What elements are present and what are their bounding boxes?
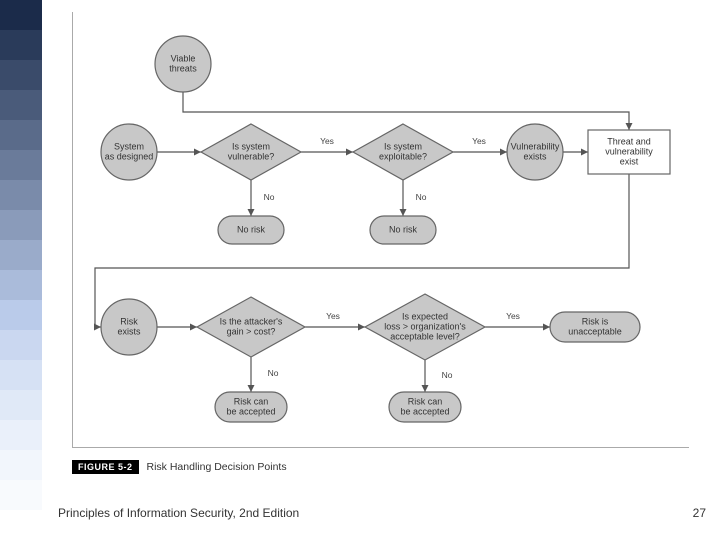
svg-text:as designed: as designed [105,151,154,161]
svg-text:Risk is: Risk is [582,316,609,326]
svg-text:No: No [442,370,453,380]
svg-text:gain > cost?: gain > cost? [227,326,276,336]
svg-text:No risk: No risk [237,224,266,234]
svg-text:exists: exists [523,151,547,161]
svg-text:unacceptable: unacceptable [568,326,622,336]
svg-text:be accepted: be accepted [400,406,449,416]
svg-text:Vulnerability: Vulnerability [511,141,560,151]
flowchart-frame: YesYesNoNoYesYesNoNoViablethreatsSystema… [72,12,689,448]
svg-text:No risk: No risk [389,224,418,234]
svg-text:exploitable?: exploitable? [379,151,427,161]
figure-tag: FIGURE 5-2 [72,460,139,474]
svg-text:be accepted: be accepted [226,406,275,416]
svg-text:loss > organization's: loss > organization's [384,321,466,331]
svg-text:Risk: Risk [120,316,138,326]
flowchart-svg: YesYesNoNoYesYesNoNoViablethreatsSystema… [73,12,689,447]
svg-text:Yes: Yes [506,311,520,321]
svg-text:No: No [264,192,275,202]
figure-caption-text: Risk Handling Decision Points [147,461,287,473]
decorative-stripe [0,0,42,540]
svg-text:Viable: Viable [171,53,196,63]
svg-text:No: No [416,192,427,202]
svg-text:Is expected: Is expected [402,311,448,321]
footer-text: Principles of Information Security, 2nd … [58,506,299,520]
svg-text:Is system: Is system [384,141,422,151]
svg-text:threats: threats [169,63,197,73]
svg-text:exists: exists [117,326,141,336]
svg-text:Yes: Yes [320,136,334,146]
svg-text:System: System [114,141,144,151]
svg-text:Is the attacker's: Is the attacker's [220,316,283,326]
svg-text:Threat and: Threat and [607,136,651,146]
svg-text:vulnerability: vulnerability [605,146,653,156]
svg-text:Is system: Is system [232,141,270,151]
svg-text:No: No [268,368,279,378]
svg-text:acceptable level?: acceptable level? [390,331,460,341]
svg-text:exist: exist [620,156,639,166]
svg-text:Yes: Yes [326,311,340,321]
page-number: 27 [693,506,706,520]
svg-text:Risk can: Risk can [408,396,443,406]
svg-text:Risk can: Risk can [234,396,269,406]
svg-text:Yes: Yes [472,136,486,146]
svg-text:vulnerable?: vulnerable? [228,151,275,161]
figure-caption: FIGURE 5-2 Risk Handling Decision Points [72,460,287,474]
